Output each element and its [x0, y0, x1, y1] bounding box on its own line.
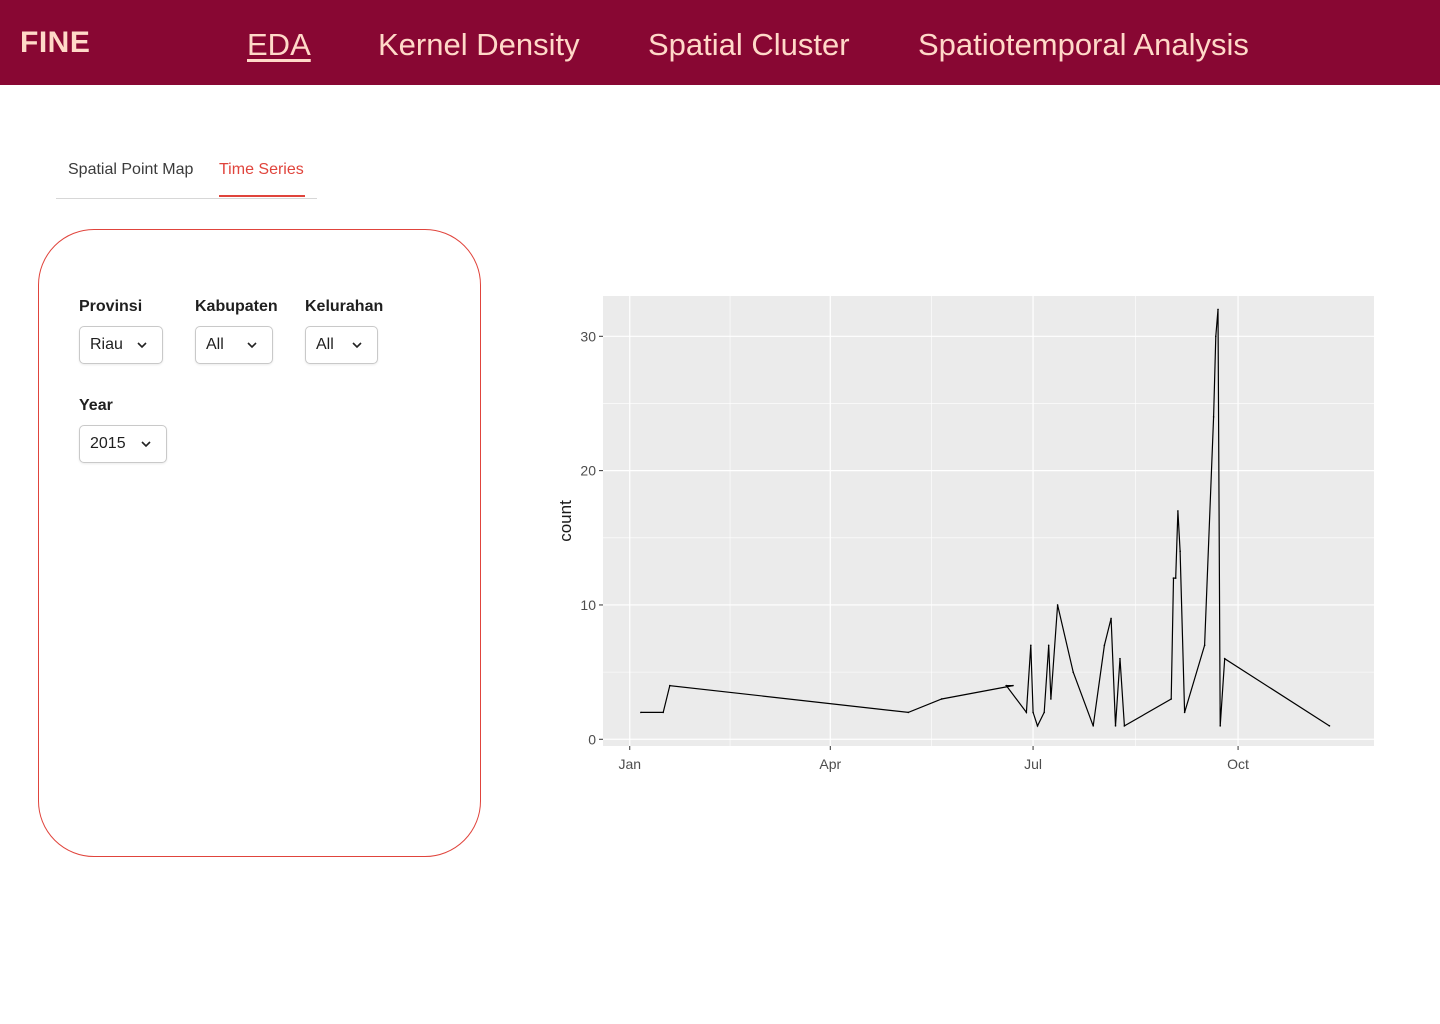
chevron-down-icon — [137, 342, 147, 349]
data-point — [1223, 657, 1226, 660]
data-point — [1005, 684, 1008, 687]
data-point — [940, 698, 943, 700]
data-point — [1032, 711, 1034, 714]
data-point — [1119, 657, 1121, 660]
data-point — [907, 711, 910, 714]
chart-svg: 0 10 20 30 Jan Apr Jul Oct count — [556, 296, 1374, 772]
data-point — [1072, 671, 1074, 673]
chevron-down-icon — [141, 441, 151, 448]
year-value: 2015 — [90, 435, 126, 452]
kelurahan-select[interactable]: All — [305, 326, 378, 364]
data-point — [1217, 308, 1219, 311]
data-point — [1179, 550, 1181, 553]
nav-eda[interactable]: EDA — [247, 27, 311, 62]
nav-kernel-density[interactable]: Kernel Density — [378, 27, 580, 62]
data-point — [662, 711, 664, 714]
data-point — [1183, 711, 1186, 714]
nav-spatial-cluster[interactable]: Spatial Cluster — [648, 27, 850, 62]
provinsi-value: Riau — [90, 336, 123, 353]
kabupaten-select[interactable]: All — [195, 326, 273, 364]
time-series-chart: 0 10 20 30 Jan Apr Jul Oct count — [540, 280, 1390, 790]
data-point — [1170, 698, 1173, 700]
active-tab-indicator — [219, 195, 305, 197]
plot-background — [603, 296, 1374, 746]
kelurahan-label: Kelurahan — [305, 298, 384, 315]
data-point — [1092, 725, 1095, 727]
nav-spatiotemporal-analysis[interactable]: Spatiotemporal Analysis — [918, 27, 1249, 62]
data-point — [1174, 577, 1177, 579]
data-point — [1212, 416, 1215, 418]
data-point — [1172, 577, 1175, 579]
y-axis-label: count — [556, 500, 575, 542]
tab-time-series[interactable]: Time Series — [219, 161, 304, 178]
data-point — [1043, 711, 1046, 714]
data-point — [1030, 644, 1032, 647]
top-navbar: FINE EDA Kernel Density Spatial Cluster … — [0, 0, 1440, 85]
data-point — [1047, 644, 1050, 647]
kabupaten-label: Kabupaten — [195, 298, 278, 315]
data-point — [1203, 644, 1206, 647]
chevron-down-icon — [247, 342, 257, 349]
provinsi-select[interactable]: Riau — [79, 326, 163, 364]
data-point — [1219, 725, 1222, 727]
kabupaten-value: All — [206, 336, 224, 353]
data-point — [1214, 335, 1217, 338]
data-point — [1050, 698, 1052, 700]
data-point — [669, 684, 671, 687]
year-select[interactable]: 2015 — [79, 425, 167, 463]
tab-spatial-point-map[interactable]: Spatial Point Map — [68, 161, 194, 178]
data-point — [1103, 644, 1106, 647]
brand-logo[interactable]: FINE — [20, 26, 91, 59]
data-point — [1025, 711, 1028, 714]
data-point — [1123, 725, 1126, 727]
data-point — [640, 711, 642, 714]
y-tick-label: 30 — [580, 328, 596, 344]
provinsi-label: Provinsi — [79, 298, 143, 315]
data-point — [1036, 725, 1039, 727]
x-tick-label: Jan — [618, 756, 641, 772]
x-tick-label: Jul — [1024, 756, 1042, 772]
kelurahan-value: All — [316, 336, 334, 353]
data-point — [1328, 725, 1331, 727]
chevron-down-icon — [352, 342, 362, 349]
y-tick-label: 10 — [580, 597, 596, 613]
tabset: Spatial Point Map Time Series — [56, 150, 317, 199]
data-point — [1056, 604, 1059, 606]
x-tick-label: Oct — [1227, 756, 1249, 772]
data-point — [1114, 725, 1117, 727]
filter-panel: Provinsi Riau Kabupaten All Kelurahan Al… — [38, 229, 481, 857]
y-tick-label: 20 — [580, 463, 596, 479]
y-tick-label: 0 — [588, 731, 596, 747]
data-point — [1110, 617, 1112, 620]
x-tick-label: Apr — [819, 756, 841, 772]
year-label: Year — [79, 397, 113, 414]
data-point — [1012, 684, 1014, 687]
data-point — [1177, 510, 1179, 512]
